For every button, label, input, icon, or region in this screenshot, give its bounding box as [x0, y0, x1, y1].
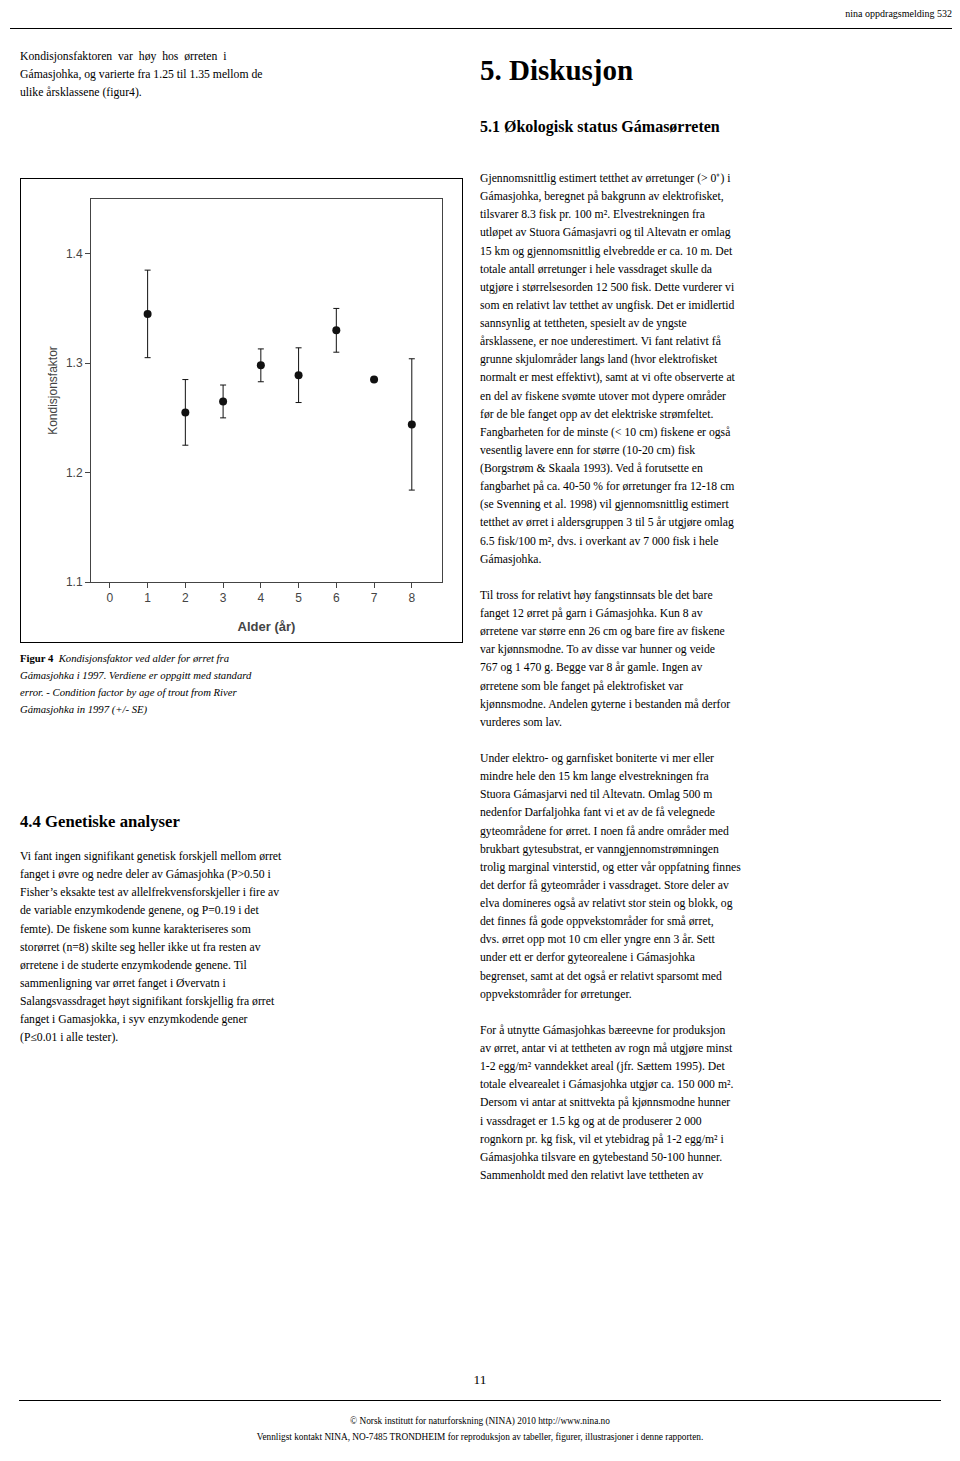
- html-text:Vennligst kontakt NINA, NO-748: Vennligst kontakt NINA, NO-7485 TRONDHEI…: [256, 1432, 704, 1442]
- svg-text:0: 0: [107, 591, 114, 605]
- svg-text:2: 2: [182, 591, 189, 605]
- svg-text:1: 1: [144, 591, 151, 605]
- html-text:error. - Condition factor by a: error. - Condition factor by age of trou…: [20, 686, 237, 699]
- svg-text:1.3: 1.3: [66, 356, 83, 370]
- svg-text:6: 6: [333, 591, 340, 605]
- html-text:4.4 Genetiske analyser: 4.4 Genetiske analyser: [20, 812, 180, 831]
- html-text:Figur 4 Kondisjonsfaktor ved a: Figur 4 Kondisjonsfaktor ved alder for ø…: [20, 652, 229, 664]
- svg-text:1.4: 1.4: [66, 247, 83, 261]
- html-text:Gámasjohka i 1997. Verdiene er: Gámasjohka i 1997. Verdiene er oppgitt m…: [20, 669, 252, 682]
- html-text:5.1 Økologisk status Gámasørre: 5.1 Økologisk status Gámasørreten: [480, 118, 720, 135]
- svg-text:5: 5: [295, 591, 302, 605]
- svg-text:8: 8: [408, 591, 415, 605]
- html-text:5. Diskusjon: 5. Diskusjon: [480, 54, 634, 86]
- svg-text:3: 3: [220, 591, 227, 605]
- svg-text:7: 7: [371, 591, 378, 605]
- html-text:Gjennomsnittlig estimert tetth: Gjennomsnittlig estimert tetthet av ørre…: [480, 172, 741, 1182]
- svg-text:Alder (år): Alder (år): [238, 619, 296, 634]
- html-text:nina oppdragsmelding 532: nina oppdragsmelding 532: [845, 8, 952, 19]
- html-text:11: 11: [473, 1372, 487, 1387]
- svg-text:4: 4: [257, 591, 264, 605]
- html-text:Kondisjonsfaktoren var høy hos: Kondisjonsfaktoren var høy hos ørreten i…: [20, 50, 263, 100]
- html-text:Vi fant ingen signifikant gene: Vi fant ingen signifikant genetisk forsk…: [20, 850, 282, 1045]
- svg-text:Kondisjonsfaktor: Kondisjonsfaktor: [46, 346, 60, 435]
- svg-text:1.1: 1.1: [66, 575, 83, 589]
- html-text:Gámasjohka in 1997 (+/- SE): Gámasjohka in 1997 (+/- SE): [20, 703, 148, 716]
- svg-text:1.2: 1.2: [66, 466, 83, 480]
- html-text:© Norsk institutt for naturfor: © Norsk institutt for naturforskning (NI…: [350, 1416, 610, 1426]
